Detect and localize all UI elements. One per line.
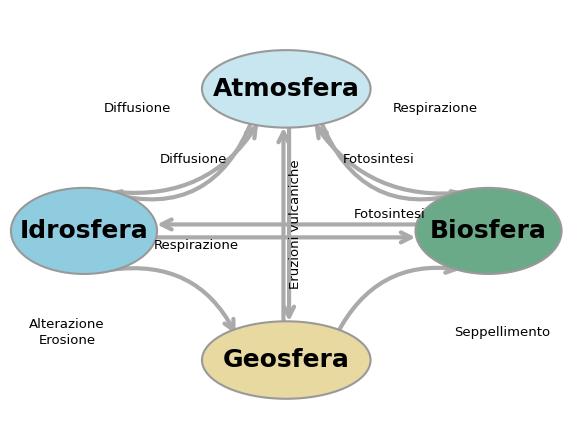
Text: Alterazione
Erosione: Alterazione Erosione: [29, 317, 105, 347]
Ellipse shape: [416, 188, 561, 274]
Text: Geosfera: Geosfera: [223, 348, 350, 372]
Text: Eruzioni vulcaniche: Eruzioni vulcaniche: [289, 160, 302, 289]
FancyArrowPatch shape: [117, 127, 255, 193]
Ellipse shape: [202, 321, 370, 399]
Text: Biosfera: Biosfera: [430, 219, 547, 243]
Text: Diffusione: Diffusione: [104, 102, 171, 115]
Text: Fotosintesi: Fotosintesi: [343, 153, 415, 167]
Ellipse shape: [202, 50, 370, 128]
FancyArrowPatch shape: [111, 119, 253, 201]
Text: Diffusione: Diffusione: [160, 153, 227, 167]
Ellipse shape: [11, 188, 157, 274]
FancyArrowPatch shape: [279, 132, 288, 321]
Text: Respirazione: Respirazione: [154, 239, 239, 252]
FancyArrowPatch shape: [284, 128, 294, 317]
FancyArrowPatch shape: [162, 219, 416, 229]
Text: Respirazione: Respirazione: [393, 102, 478, 115]
FancyArrowPatch shape: [157, 232, 411, 242]
Text: Idrosfera: Idrosfera: [19, 219, 148, 243]
Text: Atmosfera: Atmosfera: [213, 77, 360, 101]
FancyArrowPatch shape: [317, 127, 466, 194]
FancyArrowPatch shape: [112, 268, 234, 330]
FancyArrowPatch shape: [320, 119, 462, 201]
FancyArrowPatch shape: [337, 263, 456, 334]
Text: Fotosintesi: Fotosintesi: [354, 208, 425, 221]
Text: Seppellimento: Seppellimento: [454, 326, 551, 339]
